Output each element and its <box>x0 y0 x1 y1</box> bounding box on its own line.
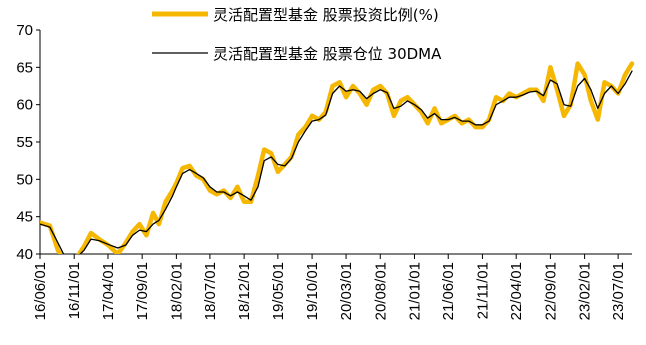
series-layer <box>40 64 632 266</box>
legend: 灵活配置型基金 股票投资比例(%) 灵活配置型基金 股票仓位 30DMA <box>152 6 442 63</box>
x-tick-label: 16/11/01 <box>66 262 83 319</box>
y-tick-label: 45 <box>16 209 33 226</box>
x-tick-label: 18/02/01 <box>168 262 185 320</box>
x-tick-label: 20/03/01 <box>338 262 355 320</box>
x-tick-label: 19/05/01 <box>270 262 287 320</box>
x-tick-label: 23/02/01 <box>577 262 594 320</box>
y-tick-label: 40 <box>16 246 33 263</box>
legend-label-30dma: 灵活配置型基金 股票仓位 30DMA <box>213 45 442 63</box>
y-tick-label: 65 <box>16 59 33 76</box>
x-tick-label: 23/07/01 <box>610 262 627 320</box>
x-tick-label: 18/07/01 <box>202 262 219 320</box>
series-line-allocation-ratio <box>40 64 632 266</box>
x-tick-label: 16/06/01 <box>32 262 49 320</box>
y-tick-label: 55 <box>16 134 33 151</box>
x-tick-label: 22/09/01 <box>542 262 559 320</box>
x-tick-label: 21/01/01 <box>406 262 423 320</box>
x-axis-ticks: 16/06/01 16/11/01 17/04/01 17/09/01 18/02/01… <box>32 254 627 320</box>
legend-label-allocation-ratio: 灵活配置型基金 股票投资比例(%) <box>213 6 439 24</box>
x-tick-label: 19/10/01 <box>304 262 321 320</box>
x-tick-label: 18/12/01 <box>236 262 253 320</box>
y-tick-label: 60 <box>16 97 33 114</box>
x-tick-label: 20/08/01 <box>372 262 389 320</box>
x-tick-label: 21/06/01 <box>440 262 457 320</box>
x-tick-label: 22/04/01 <box>508 262 525 320</box>
y-tick-label: 70 <box>16 22 33 39</box>
x-tick-label: 17/09/01 <box>134 262 151 320</box>
x-tick-label: 21/11/01 <box>474 262 491 319</box>
y-tick-label: 50 <box>16 171 33 188</box>
y-axis-ticks: 40 45 50 55 60 65 70 <box>16 22 40 263</box>
x-tick-label: 17/04/01 <box>100 262 117 320</box>
